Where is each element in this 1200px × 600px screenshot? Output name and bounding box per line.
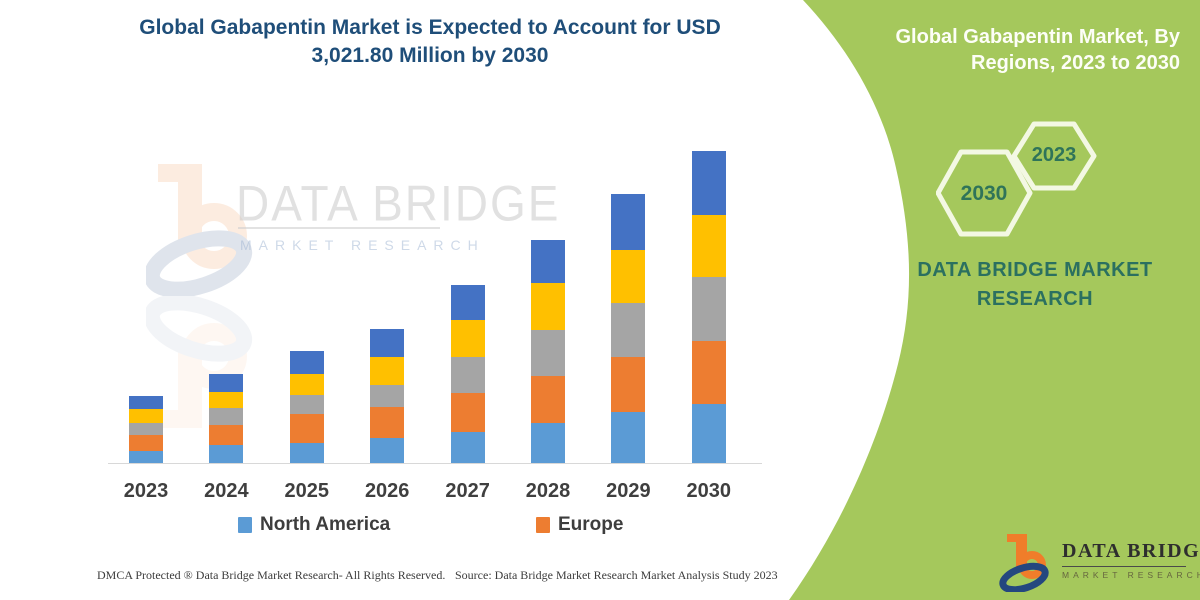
bar-2029-segment-series-3 xyxy=(611,302,646,357)
sidebar-heading-line2: Regions, 2023 to 2030 xyxy=(971,52,1180,74)
legend-label-europe: Europe xyxy=(558,514,624,535)
x-axis-labels: 2023 2024 2025 2026 2027 2028 2029 2030 xyxy=(108,480,762,504)
bar-2023-segment-north-america xyxy=(129,450,163,463)
page-title-line1: Global Gabapentin Market is Expected to … xyxy=(139,16,721,39)
data-bridge-logo-text: DATA BRIDGE MARKET RESEARCH xyxy=(1062,540,1200,580)
bar-2025-segment-europe xyxy=(289,414,324,443)
x-tick-2026: 2026 xyxy=(364,480,410,502)
bar-2023 xyxy=(129,396,163,463)
bar-2029-segment-europe xyxy=(611,356,646,413)
plot-area xyxy=(108,140,762,464)
hexagon-2030-label: 2030 xyxy=(960,182,1008,205)
legend-swatch-north-america xyxy=(238,517,252,533)
bar-2028 xyxy=(531,240,565,463)
bar-2028-segment-series-5 xyxy=(531,240,565,283)
legend-item-north-america: North America xyxy=(238,514,390,536)
bar-2025-segment-north-america xyxy=(289,442,324,463)
bar-2024 xyxy=(209,373,244,463)
bar-2027-segment-series-3 xyxy=(450,356,485,394)
bar-2027-segment-north-america xyxy=(450,431,485,463)
bar-2030-segment-europe xyxy=(691,340,726,405)
watermark-subtitle: MARKET RESEARCH xyxy=(240,237,485,253)
footer-source: Source: Data Bridge Market Research Mark… xyxy=(455,568,778,582)
x-tick-2030: 2030 xyxy=(686,480,732,502)
green-curve-path xyxy=(789,0,1200,600)
bar-2023-segment-series-5 xyxy=(129,396,163,410)
bar-2025-segment-series-4 xyxy=(289,373,324,396)
legend-swatch-europe xyxy=(536,517,550,533)
bar-2029-segment-series-5 xyxy=(611,194,646,251)
page-title: Global Gabapentin Market is Expected to … xyxy=(100,14,760,70)
bar-2029 xyxy=(611,194,646,463)
hexagon-2023-outline xyxy=(1011,121,1097,191)
bar-2027 xyxy=(450,284,485,463)
bar-2027-segment-series-5 xyxy=(450,284,485,321)
watermark-underline xyxy=(238,227,440,229)
bar-2028-segment-series-4 xyxy=(531,282,565,331)
x-tick-2027: 2027 xyxy=(445,480,490,502)
bar-2030 xyxy=(691,151,726,463)
watermark-title: DATA BRIDGE xyxy=(236,175,561,232)
bar-2025 xyxy=(289,350,324,463)
bar-2024-segment-europe xyxy=(209,424,244,445)
bar-2026-segment-series-5 xyxy=(370,329,405,357)
bar-2028-segment-north-america xyxy=(531,422,565,463)
page-title-line2: 3,021.80 Million by 2030 xyxy=(311,44,549,67)
bar-2027-segment-europe xyxy=(450,393,485,432)
bar-2026-segment-series-3 xyxy=(370,385,405,408)
sidebar-heading: Global Gabapentin Market, By Regions, 20… xyxy=(880,24,1180,76)
sidebar-brand-line1: DATA BRIDGE MARKET xyxy=(917,259,1153,281)
bar-2027-segment-series-4 xyxy=(450,320,485,357)
hexagon-2023-label: 2023 xyxy=(1031,144,1077,166)
hexagon-2030-outline xyxy=(936,149,1033,237)
bar-2023-segment-europe xyxy=(129,434,163,451)
bar-2026-segment-europe xyxy=(370,407,405,438)
logo-name: DATA BRIDGE xyxy=(1062,540,1200,562)
bar-2030-segment-series-3 xyxy=(691,276,726,341)
bar-2024-segment-series-3 xyxy=(209,408,244,425)
bar-2026-segment-north-america xyxy=(370,437,405,463)
legend-label-north-america: North America xyxy=(260,514,391,535)
x-tick-2025: 2025 xyxy=(284,480,330,502)
bar-2030-segment-north-america xyxy=(691,404,726,463)
sidebar-brand-line2: RESEARCH xyxy=(976,288,1094,310)
watermark-logo-icon xyxy=(146,164,253,296)
data-bridge-logo-icon xyxy=(999,534,1049,592)
legend-item-europe: Europe xyxy=(536,514,623,536)
bar-2028-segment-europe xyxy=(531,375,565,423)
bar-2025-segment-series-5 xyxy=(289,350,324,374)
bar-2023-segment-series-3 xyxy=(129,423,163,435)
bar-2023-segment-series-4 xyxy=(129,409,163,424)
bar-2024-segment-series-4 xyxy=(209,392,244,409)
bar-2030-segment-series-4 xyxy=(691,214,726,277)
x-tick-2029: 2029 xyxy=(606,480,651,502)
x-tick-2024: 2024 xyxy=(204,480,249,502)
x-tick-2023: 2023 xyxy=(123,480,169,502)
bar-2028-segment-series-3 xyxy=(531,330,565,376)
bar-2029-segment-series-4 xyxy=(611,250,646,303)
logo-tagline: MARKET RESEARCH xyxy=(1062,570,1200,580)
hexagon-badges xyxy=(936,121,1097,237)
x-tick-2028: 2028 xyxy=(525,480,571,502)
bar-2030-segment-series-5 xyxy=(691,151,726,215)
bar-2024-segment-north-america xyxy=(209,444,244,463)
bar-2025-segment-series-3 xyxy=(289,395,324,415)
bar-2024-segment-series-5 xyxy=(209,373,244,393)
sidebar-heading-line1: Global Gabapentin Market, By xyxy=(895,26,1180,48)
x-axis-line xyxy=(108,463,762,464)
bar-2029-segment-north-america xyxy=(611,412,646,463)
footer-dmca: DMCA Protected ® Data Bridge Market Rese… xyxy=(97,568,446,582)
bar-2026-segment-series-4 xyxy=(370,356,405,386)
watermark-logo-reflection-icon xyxy=(146,296,253,428)
logo-divider xyxy=(1062,566,1186,567)
bar-2026 xyxy=(370,329,405,463)
sidebar-brand: DATA BRIDGE MARKET RESEARCH xyxy=(900,256,1170,314)
